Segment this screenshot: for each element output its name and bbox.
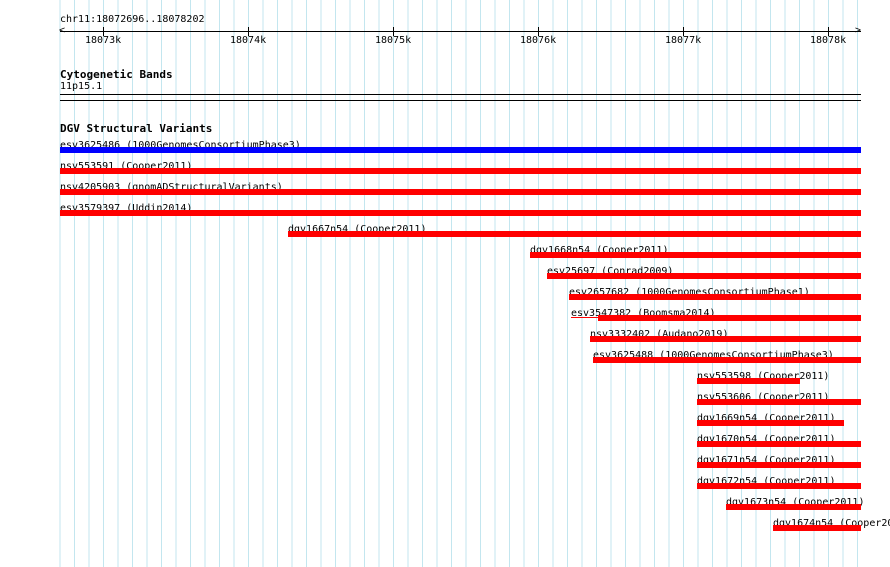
ruler-tick-label: 18077k xyxy=(665,35,702,46)
feature-connector xyxy=(571,317,598,318)
feature-bar[interactable] xyxy=(530,252,861,258)
ruler-tick xyxy=(683,27,684,36)
feature-label[interactable]: esv25697 (Conrad2009) xyxy=(547,266,674,277)
feature-bar[interactable] xyxy=(60,147,861,153)
feature-label[interactable]: esv3547382 (Boomsma2014) xyxy=(571,308,716,319)
feature-label[interactable]: nsv553591 (Cooper2011) xyxy=(60,161,193,172)
feature-label[interactable]: esv3625488 (1000GenomesConsortiumPhase3) xyxy=(593,350,834,361)
feature-bar[interactable] xyxy=(697,399,861,405)
feature-bar[interactable] xyxy=(697,462,861,468)
ruler-tick xyxy=(393,27,394,36)
feature-label[interactable]: esv3625486 (1000GenomesConsortiumPhase3) xyxy=(60,140,301,151)
dgv-track-title[interactable]: DGV Structural Variants xyxy=(60,122,213,135)
feature-label[interactable]: dgv1671n54 (Cooper2011) xyxy=(697,455,836,466)
feature-label[interactable]: dgv1669n54 (Cooper2011) xyxy=(697,413,836,424)
feature-label[interactable]: dgv1673n54 (Cooper2011) xyxy=(726,497,865,508)
ruler-tick xyxy=(103,27,104,36)
feature-label[interactable]: nsv553606 (Cooper2011) xyxy=(697,392,830,403)
ruler-tick-label: 18074k xyxy=(230,35,267,46)
feature-bar[interactable] xyxy=(60,210,861,216)
ruler-tick-label: 18078k xyxy=(810,35,847,46)
feature-bar[interactable] xyxy=(697,420,844,426)
ruler-axis xyxy=(60,31,861,32)
feature-bar[interactable] xyxy=(60,189,861,195)
feature-bar[interactable] xyxy=(547,273,861,279)
ruler-right-arrow-icon[interactable]: > xyxy=(855,25,862,36)
feature-label[interactable]: nsv553598 (Cooper2011) xyxy=(697,371,830,382)
ruler-left-arrow-icon[interactable]: < xyxy=(59,25,66,36)
feature-bar[interactable] xyxy=(569,294,861,300)
feature-bar[interactable] xyxy=(60,168,861,174)
cytoband-label: 11p15.1 xyxy=(60,81,103,92)
ruler-tick-label: 18076k xyxy=(520,35,557,46)
feature-bar[interactable] xyxy=(773,525,861,531)
ruler-location: chr11:18072696..18078202 xyxy=(60,14,205,25)
feature-label[interactable]: esv3579397 (Uddin2014) xyxy=(60,203,193,214)
feature-label[interactable]: dgv1672n54 (Cooper2011) xyxy=(697,476,836,487)
feature-bar[interactable] xyxy=(697,378,800,384)
feature-label[interactable]: dgv1668n54 (Cooper2011) xyxy=(530,245,669,256)
ruler-tick-label: 18073k xyxy=(85,35,122,46)
feature-bar[interactable] xyxy=(288,231,861,237)
feature-label[interactable]: dgv1674n54 (Cooper20 xyxy=(773,518,890,529)
ruler-tick xyxy=(248,27,249,36)
feature-label[interactable]: nsv3332402 (Audano2019) xyxy=(590,329,729,340)
feature-bar[interactable] xyxy=(697,483,861,489)
ruler-tick xyxy=(828,27,829,36)
feature-label[interactable]: nsv4205903 (gnomADStructuralVariants) xyxy=(60,182,283,193)
feature-bar[interactable] xyxy=(697,441,861,447)
cytoband-track-title[interactable]: Cytogenetic Bands xyxy=(60,68,173,81)
cytoband-bar-top xyxy=(60,94,861,95)
feature-bar[interactable] xyxy=(726,504,861,510)
feature-label[interactable]: dgv1670n54 (Cooper2011) xyxy=(697,434,836,445)
feature-label[interactable]: esv2657682 (1000GenomesConsortiumPhase1) xyxy=(569,287,810,298)
feature-bar[interactable] xyxy=(590,336,861,342)
feature-bar[interactable] xyxy=(598,315,861,321)
feature-label[interactable]: dgv1667n54 (Cooper2011) xyxy=(288,224,427,235)
feature-bar[interactable] xyxy=(593,357,861,363)
ruler-tick-label: 18075k xyxy=(375,35,412,46)
ruler-tick xyxy=(538,27,539,36)
cytoband-bar-bottom xyxy=(60,100,861,101)
